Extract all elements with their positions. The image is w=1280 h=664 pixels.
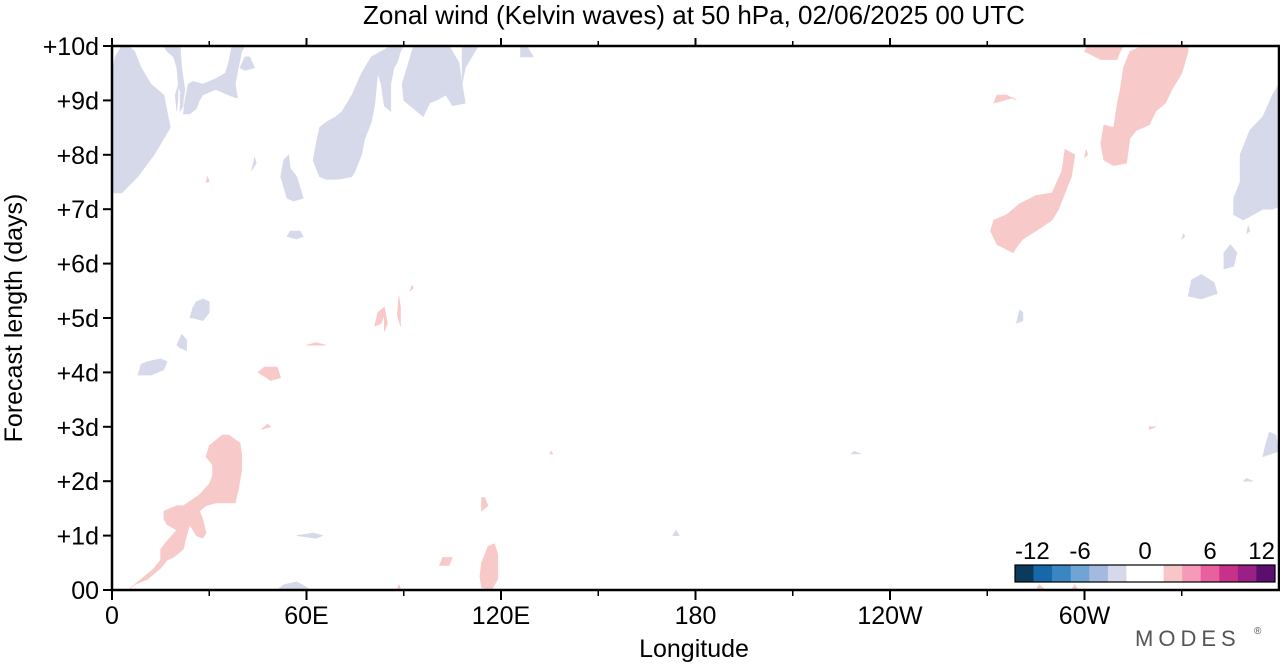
positive-anomaly-region-34 — [409, 284, 414, 292]
positive-anomaly-region-38 — [481, 497, 489, 512]
negative-anomaly-region-15 — [137, 358, 168, 376]
colorbar-label: -12 — [1015, 538, 1050, 565]
positive-anomaly-region-28 — [128, 434, 242, 590]
colorbar-swatch — [1033, 565, 1053, 582]
y-tick-label: +9d — [57, 87, 99, 115]
negative-anomaly-region-9 — [401, 46, 466, 118]
x-tick-label: 60E — [284, 602, 328, 630]
plot-background — [112, 46, 1279, 590]
positive-anomaly-region-29 — [257, 366, 281, 381]
y-tick-label: +8d — [57, 142, 99, 170]
colorbar-swatch — [1089, 565, 1109, 582]
negative-anomaly-region-19 — [850, 450, 861, 455]
negative-anomaly-region-6 — [280, 154, 304, 202]
negative-anomaly-region-22 — [1223, 244, 1238, 270]
negative-anomaly-region-17 — [276, 581, 311, 590]
y-tick-label: +3d — [57, 414, 99, 442]
negative-anomaly-region-16 — [296, 532, 324, 539]
positive-anomaly-region-37 — [438, 557, 453, 566]
colorbar: -12 -6 0 6 12 — [1014, 538, 1276, 583]
negative-anomaly-region-4 — [182, 46, 246, 115]
colorbar-swatch — [1219, 565, 1239, 582]
colorbar-swatch — [1015, 565, 1034, 582]
colorbar-label: 6 — [1203, 538, 1216, 565]
x-tick-label: 120E — [472, 602, 530, 630]
colorbar-swatch — [1070, 565, 1090, 582]
positive-anomaly-region-31 — [306, 342, 326, 346]
negative-anomaly-region-14 — [176, 333, 187, 352]
positive-anomaly-region-39 — [549, 450, 554, 455]
negative-anomaly-region-27 — [1242, 478, 1254, 482]
y-axis-label: Forecast length (days) — [0, 194, 28, 443]
positive-anomaly-region-41 — [1035, 584, 1047, 590]
negative-anomaly-region-24 — [1233, 83, 1279, 221]
positive-anomaly-region-32 — [374, 306, 388, 332]
positive-anomaly-region-47 — [1100, 46, 1189, 167]
negative-anomaly-region-26 — [1262, 431, 1279, 458]
negative-anomaly-region-0 — [112, 46, 171, 194]
colorbar-swatch — [1256, 565, 1276, 582]
positive-anomaly-region-35 — [205, 175, 210, 183]
y-tick-label: +4d — [57, 359, 99, 387]
colorbar-swatch — [1237, 565, 1257, 582]
x-tick-label: 60W — [1059, 602, 1111, 630]
negative-anomaly-region-21 — [1187, 274, 1218, 300]
y-tick-label: +10d — [43, 33, 99, 61]
chart-title: Zonal wind (Kelvin waves) at 50 hPa, 02/… — [363, 0, 1025, 30]
negative-anomaly-region-7 — [251, 156, 257, 172]
negative-anomaly-region-18 — [672, 529, 680, 536]
colorbar-swatch — [1145, 565, 1164, 582]
colorbar-swatch — [1052, 565, 1072, 582]
negative-anomaly-region-23 — [1181, 232, 1186, 240]
positive-anomaly-region-40 — [396, 583, 401, 590]
negative-anomaly-region-11 — [520, 46, 534, 58]
colorbar-swatch — [1107, 565, 1127, 582]
x-axis-label: Longitude — [639, 635, 749, 663]
y-tick-label: +2d — [57, 468, 99, 496]
positive-anomaly-region-30 — [260, 423, 272, 430]
negative-anomaly-region-8 — [312, 46, 405, 180]
negative-anomaly-region-12 — [286, 230, 304, 240]
negative-anomaly-region-25 — [1246, 225, 1251, 235]
negative-anomaly-region-5 — [239, 56, 256, 71]
x-tick-label: 120W — [857, 602, 923, 630]
colorbar-swatch — [1182, 565, 1202, 582]
positive-anomaly-region-44 — [990, 148, 1076, 254]
positive-anomaly-region-43 — [1149, 426, 1156, 430]
y-tick-label: +1d — [57, 523, 99, 551]
colorbar-swatch — [1200, 565, 1220, 582]
positive-anomaly-region-45 — [1084, 149, 1089, 159]
x-tick-label: 180 — [675, 602, 717, 630]
colorbar-label: 12 — [1248, 538, 1275, 565]
negative-anomaly-region-13 — [189, 298, 210, 322]
positive-anomaly-region-46 — [993, 94, 1017, 104]
negative-anomaly-region-3 — [179, 89, 184, 113]
colorbar-label: -6 — [1069, 538, 1090, 565]
negative-anomaly-region-10 — [461, 46, 479, 85]
registered-mark: ® — [1254, 626, 1262, 637]
modes-wordmark: MODES — [1135, 626, 1241, 651]
plot-frame — [110, 44, 1280, 592]
negative-anomaly-region-20 — [1015, 309, 1024, 324]
y-tick-label: +5d — [57, 305, 99, 333]
colorbar-swatch — [1163, 565, 1183, 582]
wind-anomaly-regions — [112, 46, 1279, 590]
y-tick-label: +7d — [57, 196, 99, 224]
positive-anomaly-region-48 — [1084, 46, 1124, 60]
y-tick-label: 00 — [71, 577, 99, 605]
negative-anomaly-region-2 — [174, 84, 179, 112]
colorbar-swatch — [1126, 565, 1146, 582]
positive-anomaly-region-36 — [479, 543, 499, 590]
colorbar-frame — [1014, 564, 1276, 583]
positive-anomaly-region-33 — [396, 296, 401, 327]
x-tick-label: 0 — [105, 602, 119, 630]
y-tick-label: +6d — [57, 251, 99, 279]
positive-anomaly-region-42 — [1071, 584, 1079, 590]
colorbar-label: 0 — [1138, 538, 1151, 565]
